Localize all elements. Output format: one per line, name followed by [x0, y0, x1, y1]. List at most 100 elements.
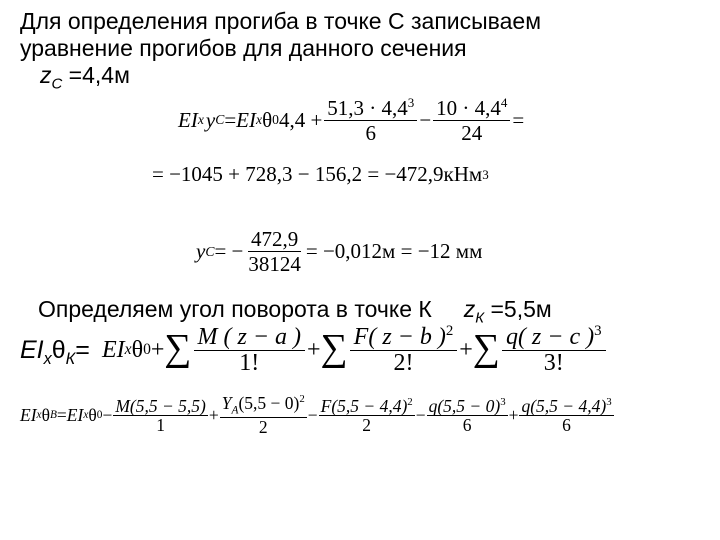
- eq4-pre: EI: [102, 337, 125, 364]
- eq1-frac-2: 10 · 4,44 24: [433, 96, 510, 144]
- zc-value: zC =4,4м: [40, 62, 700, 93]
- eq5-m3: −: [416, 405, 426, 426]
- eq3-lhs-sub: C: [205, 244, 214, 260]
- zc-sub: C: [52, 76, 63, 93]
- eq5-t3-pow: 2: [407, 396, 412, 408]
- paragraph-2: Определяем угол поворота в точке К zК =5…: [38, 296, 552, 327]
- eq5-m1: −: [102, 405, 112, 426]
- eq3-frac-num: 472,9: [248, 228, 301, 252]
- eq4-sum3: ∑: [473, 329, 500, 367]
- eq4-sum1: ∑: [164, 329, 191, 367]
- eq5-lhs: EI: [20, 405, 37, 426]
- eq1-times: 4,4 +: [279, 108, 322, 133]
- eq3-frac-den: 38124: [245, 252, 304, 275]
- eq1-f1-den: 6: [363, 121, 380, 144]
- eq4-t3-den: 3!: [540, 351, 568, 376]
- zk-var: z: [464, 296, 476, 322]
- eq4-t3-pow: 3: [594, 323, 601, 339]
- equation-3: yC = − 472,9 38124 = −0,012м = −12 мм: [196, 228, 482, 275]
- eq5-th0: θ: [88, 405, 96, 426]
- eq3-lhs: y: [196, 239, 205, 264]
- eq4-label-2: θ: [52, 336, 66, 364]
- eq4-label-3: =: [75, 336, 90, 364]
- eq1-y-sub: C: [215, 112, 224, 128]
- eq1-f2-num: 10 · 4,4: [436, 96, 501, 120]
- eq5-frac-2: YA(5,5 − 0)2 2: [220, 394, 307, 437]
- eq4-frac-1: M ( z − a ) 1!: [194, 325, 306, 376]
- eq5-p2: +: [509, 405, 519, 426]
- eq4-th-sub: 0: [143, 341, 151, 359]
- eq4-label: EIxθК=: [20, 336, 90, 369]
- eq5-t1-num: M(5,5 − 5,5): [113, 397, 208, 416]
- eq1-f2-pow: 4: [501, 95, 508, 110]
- eq4-t1-num: M ( z − a ): [194, 325, 306, 351]
- equation-2: = −1045 + 728,3 − 156,2 = −472,9кНм3: [152, 162, 489, 187]
- zc-var: z: [40, 62, 52, 88]
- eq4-t2-num-a: F( z − b ): [354, 324, 446, 350]
- eq1-minus: −: [419, 108, 431, 133]
- eq5-t4-pow: 3: [500, 396, 505, 408]
- eq3-tail: = −0,012м = −12 мм: [306, 239, 483, 264]
- eq5-t5-den: 6: [560, 416, 573, 434]
- equation-1: EIx yC = EIx θ0 4,4 + 51,3 · 4,43 6 − 10…: [178, 96, 524, 144]
- eq1-f1-pow: 3: [408, 95, 415, 110]
- eq5-th: θ: [42, 405, 50, 426]
- eq5-t3-den: 2: [360, 416, 373, 434]
- eq2-line: = −1045 + 728,3 − 156,2 = −472,9кНм: [152, 162, 482, 187]
- eq1-lhs-sub: x: [198, 112, 204, 128]
- eq5-t5-num-a: q(5,5 − 4,4): [521, 396, 606, 416]
- eq4-plus3: +: [459, 337, 473, 364]
- equation-5: EIx θB = EIx θ0 − M(5,5 − 5,5) 1 + YA(5,…: [20, 394, 615, 437]
- eq4-sum2: ∑: [321, 329, 348, 367]
- eq4-th: θ: [132, 337, 144, 364]
- eq5-t2-den: 2: [257, 418, 270, 436]
- eq5-eq: =: [57, 405, 67, 426]
- eq3-eq: = −: [214, 239, 243, 264]
- eq5-rhs1: EI: [67, 405, 84, 426]
- eq4-label-sub: x: [44, 350, 52, 368]
- eq5-t4-num-a: q(5,5 − 0): [429, 396, 501, 416]
- eq5-t5-pow: 3: [606, 396, 611, 408]
- eq1-f2-den: 24: [458, 121, 485, 144]
- eq4-frac-3: q( z − c )3 3!: [502, 324, 606, 376]
- eq1-theta-sub: 0: [272, 112, 279, 128]
- eq1-eq: =: [224, 108, 236, 133]
- eq4-t2-pow: 2: [446, 323, 453, 339]
- eq5-m2: −: [308, 405, 318, 426]
- eq4-t2-den: 2!: [389, 351, 417, 376]
- eq5-t2-num-b: (5,5 − 0): [238, 393, 299, 413]
- zc-eq: =4,4м: [62, 62, 130, 88]
- eq1-frac-1: 51,3 · 4,43 6: [324, 96, 417, 144]
- eq5-t1-den: 1: [154, 416, 167, 434]
- eq5-t2-pow: 2: [299, 393, 304, 405]
- eq5-t4-den: 6: [461, 416, 474, 434]
- eq1-lhs: EI: [178, 108, 198, 133]
- eq4-frac-2: F( z − b )2 2!: [350, 324, 458, 376]
- eq5-th-sub: B: [50, 409, 57, 421]
- eq4-label-1: EI: [20, 336, 44, 364]
- eq5-frac-4: q(5,5 − 0)3 6: [427, 397, 508, 435]
- eq4-t1-den: 1!: [235, 351, 263, 376]
- equation-4: EIx θ0 + ∑ M ( z − a ) 1! + ∑ F( z − b )…: [96, 324, 608, 376]
- eq1-tail: =: [512, 108, 524, 133]
- eq1-y: y: [206, 108, 215, 133]
- eq5-t3-num-a: F(5,5 − 4,4): [321, 396, 408, 416]
- eq4-plus1: +: [151, 337, 165, 364]
- eq5-frac-1: M(5,5 − 5,5) 1: [113, 397, 208, 435]
- eq4-label-sub2: К: [66, 350, 76, 368]
- eq2-pow: 3: [482, 167, 489, 183]
- sentence2: Определяем угол поворота в точке К: [38, 296, 432, 322]
- eq1-rhs1: EI: [236, 108, 256, 133]
- eq1-theta: θ: [262, 108, 272, 133]
- paragraph-1-line-2: уравнение прогибов для данного сечения: [20, 35, 700, 62]
- eq4-plus2: +: [307, 337, 321, 364]
- eq4-t3-num-a: q( z − c ): [506, 324, 594, 350]
- zk-eq: =5,5м: [484, 296, 552, 322]
- eq5-frac-3: F(5,5 − 4,4)2 2: [319, 397, 415, 435]
- eq5-p1: +: [209, 405, 219, 426]
- eq5-frac-5: q(5,5 − 4,4)3 6: [519, 397, 613, 435]
- paragraph-1-line-1: Для определения прогиба в точке С записы…: [20, 8, 700, 35]
- eq1-f1-num: 51,3 · 4,4: [327, 96, 408, 120]
- eq4-pre-sub: x: [125, 341, 132, 359]
- eq3-frac: 472,9 38124: [245, 228, 304, 275]
